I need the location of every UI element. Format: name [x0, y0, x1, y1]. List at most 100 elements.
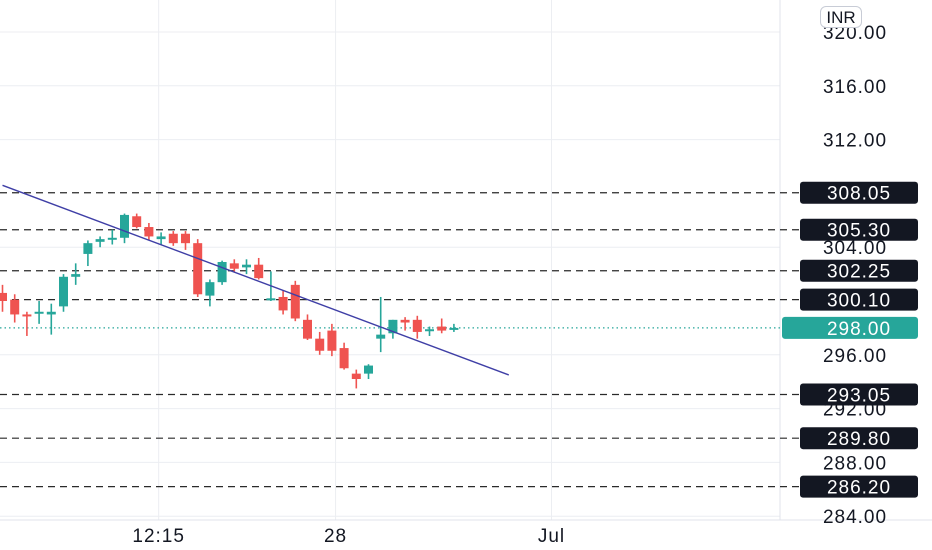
candle-body [229, 263, 239, 269]
candle-body [168, 233, 178, 244]
candle-up [388, 319, 398, 339]
candle-body [376, 334, 386, 339]
candle-body [400, 319, 410, 323]
level-price-label-box [800, 259, 918, 282]
candle-body [242, 264, 251, 268]
candle-up [217, 260, 227, 285]
candle-body [181, 233, 190, 244]
price-labels: 308.05 305.30 302.25 300.10 293.05 289.80 286.… [782, 181, 918, 499]
level-price-label: 305.30 [827, 221, 891, 242]
candle-body [46, 311, 56, 315]
candle-body [156, 236, 166, 240]
grid-lines [0, 0, 932, 521]
candle-body [217, 261, 227, 283]
candle-down [412, 315, 422, 339]
time-axis: 12:15 28 Jul [132, 526, 565, 547]
candle-up [425, 326, 434, 336]
currency-badge[interactable]: INR [820, 6, 862, 28]
candle-body [364, 365, 373, 374]
candle-body [388, 319, 398, 334]
candle-up [59, 274, 68, 312]
candle-body [412, 319, 422, 332]
level-price-label: 293.05 [827, 385, 891, 406]
last-price-label: 298.00 [827, 319, 891, 340]
candle-body [10, 299, 20, 315]
candle-body [303, 319, 312, 339]
candle-body [95, 239, 105, 242]
candle-up [120, 213, 129, 244]
candle-body [34, 311, 44, 314]
candle-body [254, 264, 264, 279]
candle-down [351, 369, 361, 389]
candle-up [156, 232, 166, 245]
candle-body [425, 329, 434, 332]
price-tick-label: 288.00 [823, 453, 887, 474]
candle-down [10, 294, 20, 323]
candle-up [46, 303, 56, 335]
time-tick-label: Jul [538, 526, 565, 547]
candle-down [278, 290, 288, 315]
price-tick-label: 296.00 [823, 346, 887, 367]
candle-body [290, 284, 300, 319]
level-price-label-box [800, 427, 918, 450]
candle-up [242, 259, 251, 275]
price-axis: 320.00316.00312.00304.00296.00292.00288.… [823, 23, 887, 528]
candle-down [229, 259, 239, 272]
candle-down [168, 231, 178, 246]
candle-body [0, 292, 7, 301]
level-price-label-box [800, 288, 918, 311]
level-price-label-box [800, 475, 918, 498]
level-price-label: 302.25 [827, 262, 891, 283]
candle-down [400, 317, 410, 331]
candle-up [71, 263, 81, 285]
candle-body [71, 274, 81, 277]
time-tick-label: 28 [324, 526, 347, 547]
price-tick-label: 320.00 [823, 23, 887, 44]
price-tick-label: 304.00 [823, 238, 887, 259]
level-price-label: 300.10 [827, 291, 891, 312]
candle-body [351, 373, 361, 380]
level-price-label: 286.20 [827, 478, 891, 499]
candle-body [278, 296, 288, 311]
trendline [2, 184, 510, 376]
candle-up [449, 323, 459, 332]
level-price-label: 289.80 [827, 429, 891, 450]
candle-down [132, 213, 142, 229]
candle-down [181, 231, 190, 250]
candle-body [132, 216, 142, 228]
level-price-label-box [800, 218, 918, 241]
candle-body [339, 348, 349, 369]
candle-up [34, 301, 44, 324]
candle-body [266, 298, 276, 301]
candle-body [107, 237, 117, 240]
candle-up [205, 279, 215, 307]
candle-down [437, 318, 447, 334]
candle-down [290, 280, 300, 322]
candle-down [193, 239, 203, 297]
candle-down [144, 222, 154, 241]
candle-down [327, 323, 337, 357]
price-tick-label: 316.00 [823, 77, 887, 98]
candle-down [339, 342, 349, 370]
candle-body [83, 243, 93, 254]
candle-down [254, 257, 264, 280]
candle-body [144, 227, 154, 237]
trendline-layer [2, 184, 510, 376]
candle-body [437, 326, 447, 331]
time-tick-label: 12:15 [132, 526, 185, 547]
candle-body [22, 314, 32, 317]
level-price-label-box [800, 181, 918, 204]
candle-body [193, 243, 203, 295]
candle-up [107, 229, 117, 245]
candle-down [315, 331, 325, 355]
candle-up [95, 236, 105, 248]
candle-down [303, 314, 312, 341]
candle-down [0, 284, 7, 312]
price-tick-label: 284.00 [823, 507, 887, 528]
level-price-label-box [800, 383, 918, 406]
candle-body [315, 338, 325, 351]
candle-body [120, 214, 129, 238]
candle-down [22, 311, 32, 336]
candle-body [449, 327, 459, 330]
